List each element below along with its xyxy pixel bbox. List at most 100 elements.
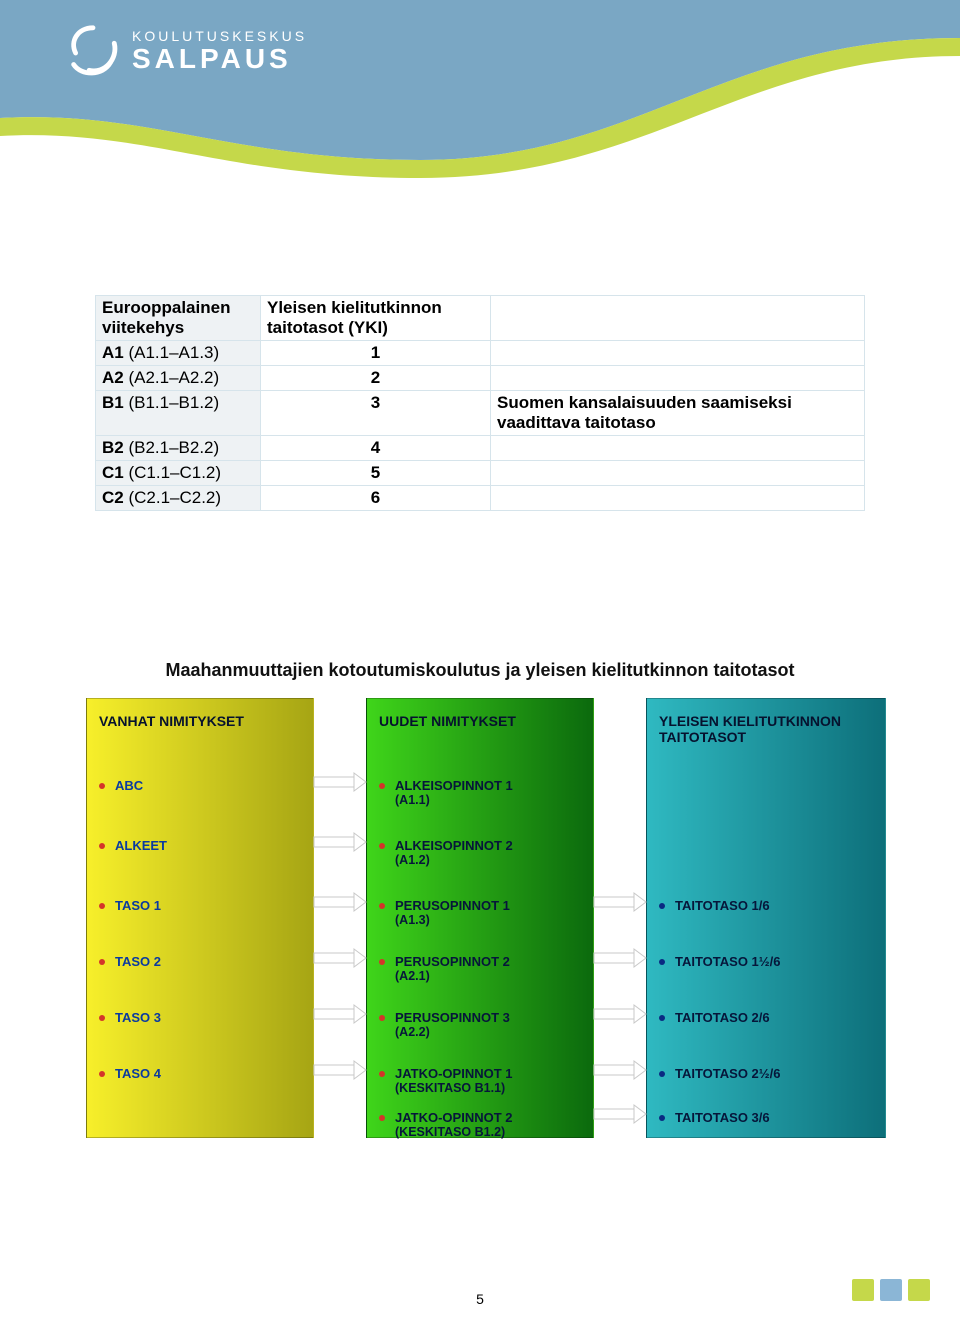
infographic-title: Maahanmuuttajien kotoutumiskoulutus ja y… (0, 660, 960, 681)
bullet-icon (659, 1071, 665, 1077)
logo-big-text: SALPAUS (132, 44, 307, 73)
arrow-icon (594, 949, 646, 967)
bullet-icon (99, 783, 105, 789)
column-b-header: UUDET NIMITYKSET (367, 699, 593, 751)
table-row: C2 (C2.1–C2.2)6 (96, 486, 865, 511)
bullet-icon (659, 1015, 665, 1021)
info-row-label: TAITOTASO 2½/6 (675, 1066, 780, 1081)
th-note (491, 296, 865, 341)
cell-yki: 5 (261, 461, 491, 486)
info-row-label: ABC (115, 778, 143, 793)
arrow-icon (594, 1005, 646, 1023)
table-row: A1 (A1.1–A1.3)1 (96, 341, 865, 366)
info-row: ALKEISOPINNOT 1(A1.1) (379, 777, 585, 807)
info-row-label: PERUSOPINNOT 1 (395, 898, 510, 913)
table-row: A2 (A2.1–A2.2)2 (96, 366, 865, 391)
cell-note (491, 436, 865, 461)
info-row: TAITOTASO 1½/6 (659, 953, 877, 969)
info-row-label: TAITOTASO 1½/6 (675, 954, 780, 969)
info-row-label: TAITOTASO 1/6 (675, 898, 770, 913)
salpaus-logo-icon (64, 22, 122, 80)
th-yki: Yleisen kielitutkinnon taitotasot (YKI) (261, 296, 491, 341)
yki-table: Eurooppalainen viitekehys Yleisen kielit… (95, 295, 865, 511)
cell-cefr: A2 (A2.1–A2.2) (96, 366, 261, 391)
info-row: TAITOTASO 2½/6 (659, 1065, 877, 1081)
infographic-area: VANHAT NIMITYKSET ABC ALKEET TASO 1 TASO 2 T… (86, 698, 886, 1138)
info-row-label: JATKO-OPINNOT 2 (395, 1110, 513, 1125)
info-row: PERUSOPINNOT 1(A1.3) (379, 897, 585, 927)
bullet-icon (379, 843, 385, 849)
bullet-icon (379, 1015, 385, 1021)
cell-cefr: C2 (C2.1–C2.2) (96, 486, 261, 511)
arrow-icon (314, 773, 366, 791)
info-row: ALKEET (99, 837, 305, 853)
info-row-sub: (KESKITASO B1.1) (395, 1081, 585, 1095)
bullet-icon (659, 959, 665, 965)
info-row: PERUSOPINNOT 2(A2.1) (379, 953, 585, 983)
column-yki-levels: YLEISEN KIELITUTKINNON TAITOTASOT TAITOT… (646, 698, 886, 1138)
info-row: TASO 1 (99, 897, 305, 913)
arrow-icon (314, 833, 366, 851)
bullet-icon (379, 1115, 385, 1121)
cell-cefr: A1 (A1.1–A1.3) (96, 341, 261, 366)
cell-note (491, 341, 865, 366)
table-header-row: Eurooppalainen viitekehys Yleisen kielit… (96, 296, 865, 341)
arrow-icon (314, 949, 366, 967)
info-row: TAITOTASO 2/6 (659, 1009, 877, 1025)
info-row: TAITOTASO 3/6 (659, 1109, 877, 1125)
footer-squares (852, 1279, 930, 1301)
logo-block: KOULUTUSKESKUS SALPAUS (64, 22, 307, 80)
info-row-label: TAITOTASO 2/6 (675, 1010, 770, 1025)
table-row: B2 (B2.1–B2.2)4 (96, 436, 865, 461)
info-row: TASO 4 (99, 1065, 305, 1081)
info-row: PERUSOPINNOT 3(A2.2) (379, 1009, 585, 1039)
info-row: TAITOTASO 1/6 (659, 897, 877, 913)
info-row-label: PERUSOPINNOT 2 (395, 954, 510, 969)
cell-note (491, 486, 865, 511)
arrow-icon (594, 1061, 646, 1079)
info-row: TASO 3 (99, 1009, 305, 1025)
bullet-icon (99, 959, 105, 965)
bullet-icon (379, 1071, 385, 1077)
footer-square (880, 1279, 902, 1301)
footer-square (908, 1279, 930, 1301)
info-row: JATKO-OPINNOT 2(KESKITASO B1.2) (379, 1109, 585, 1139)
info-row: JATKO-OPINNOT 1(KESKITASO B1.1) (379, 1065, 585, 1095)
info-row-sub: (A2.2) (395, 1025, 585, 1039)
logo-text: KOULUTUSKESKUS SALPAUS (132, 29, 307, 73)
info-row-label: JATKO-OPINNOT 1 (395, 1066, 513, 1081)
info-row-label: TASO 3 (115, 1010, 161, 1025)
footer-square (852, 1279, 874, 1301)
cell-yki: 4 (261, 436, 491, 461)
th-cefr: Eurooppalainen viitekehys (96, 296, 261, 341)
cell-yki: 2 (261, 366, 491, 391)
page-number: 5 (0, 1291, 960, 1307)
info-row-sub: (A1.1) (395, 793, 585, 807)
info-row: ALKEISOPINNOT 2(A1.2) (379, 837, 585, 867)
bullet-icon (659, 903, 665, 909)
column-old-names: VANHAT NIMITYKSET ABC ALKEET TASO 1 TASO 2 T… (86, 698, 314, 1138)
column-new-names: UUDET NIMITYKSET ALKEISOPINNOT 1(A1.1)AL… (366, 698, 594, 1138)
info-row-sub: (A1.2) (395, 853, 585, 867)
info-row-label: PERUSOPINNOT 3 (395, 1010, 510, 1025)
info-row-label: ALKEISOPINNOT 1 (395, 778, 513, 793)
bullet-icon (99, 1071, 105, 1077)
cell-yki: 1 (261, 341, 491, 366)
cell-cefr: B2 (B2.1–B2.2) (96, 436, 261, 461)
bullet-icon (99, 1015, 105, 1021)
arrow-icon (314, 893, 366, 911)
arrow-icon (594, 893, 646, 911)
cell-note: Suomen kansalaisuuden saamiseksi vaaditt… (491, 391, 865, 436)
bullet-icon (379, 903, 385, 909)
cell-yki: 3 (261, 391, 491, 436)
info-row-sub: (A1.3) (395, 913, 585, 927)
bullet-icon (379, 959, 385, 965)
column-a-header: VANHAT NIMITYKSET (87, 699, 313, 751)
info-row: ABC (99, 777, 305, 793)
info-row-label: TASO 1 (115, 898, 161, 913)
arrow-icon (594, 1105, 646, 1123)
info-row-label: TASO 2 (115, 954, 161, 969)
header-banner: KOULUTUSKESKUS SALPAUS (0, 0, 960, 130)
column-c-header: YLEISEN KIELITUTKINNON TAITOTASOT (647, 699, 885, 751)
bullet-icon (99, 903, 105, 909)
